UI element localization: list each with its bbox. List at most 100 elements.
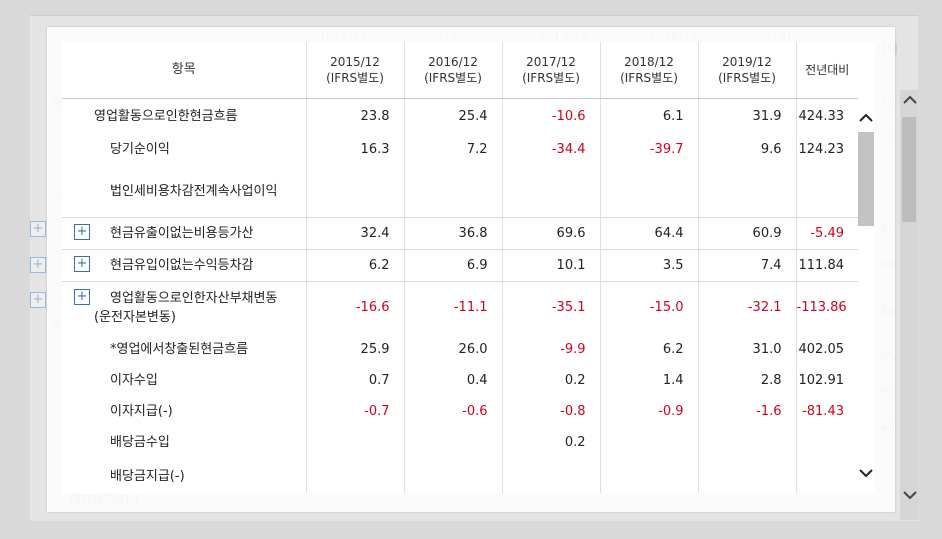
row-label-text: 당기순이익	[110, 142, 170, 157]
value-cell: 26.0	[403, 333, 502, 365]
value-cell: 7.2	[403, 133, 502, 166]
header-basis: (IFRS별도)	[522, 71, 580, 85]
value-cell: 6.1	[599, 98, 698, 134]
header-cell: 전년대비	[795, 42, 858, 99]
table-row: *영업에서창출된현금흐름 25.9 26.0 -9.9 6.2 31.0 402.05	[62, 333, 858, 365]
row-label-text: 영업활동으로인한자산부채변동(운전자본변동)	[94, 290, 278, 325]
table: 항목 2015/12 (IFRS별도) 2016/12 (IFRS별도) 2017/12 (…	[62, 42, 858, 493]
header-basis: (IFRS별도)	[326, 71, 384, 85]
table-row: 당기순이익 16.3 7.2 -34.4 -39.7 9.6 124.23	[62, 133, 858, 166]
row-label-text: 이자수입	[110, 372, 158, 388]
row-label: + 영업활동으로인한자산부채변동(운전자본변동)	[62, 282, 306, 334]
row-label: + 현금유출이없는비용등가산	[62, 217, 306, 250]
value-cell: 0.2	[501, 364, 600, 396]
value-cell: 424.33	[795, 98, 858, 134]
value-cell: 0.2	[501, 426, 600, 459]
value-cell	[795, 426, 858, 459]
row-label: 이자지급(-)	[62, 396, 306, 427]
background-expand: +	[30, 221, 46, 237]
value-cell	[305, 458, 404, 493]
value-cell	[599, 426, 698, 459]
value-cell: 16.3	[305, 133, 404, 166]
value-cell: 102.91	[795, 364, 858, 396]
value-cell: -16.6	[305, 281, 404, 334]
header-cell: 2016/12 (IFRS별도)	[403, 42, 502, 99]
value-cell: 23.8	[305, 98, 404, 134]
background-scroll-up	[903, 95, 917, 104]
value-cell	[501, 165, 600, 218]
row-label: + 현금유입이없는수익등차감	[62, 249, 306, 282]
row-label-text: 배당금수입	[110, 435, 170, 450]
value-cell: 402.05	[795, 333, 858, 365]
value-cell	[795, 165, 858, 218]
row-label-text: 법인세비용차감전계속사업이익	[110, 183, 278, 199]
row-label-text: 영업활동으로인한현금흐름	[94, 108, 238, 124]
expand-button[interactable]: +	[74, 224, 90, 240]
row-label: 배당금수입	[62, 427, 306, 459]
scroll-up[interactable]	[859, 113, 873, 123]
value-cell	[403, 458, 502, 493]
value-cell: 124.23	[795, 133, 858, 166]
row-label-text: 이자지급(-)	[110, 403, 173, 419]
background-scroll-thumb	[902, 117, 916, 222]
header-basis: (IFRS별도)	[424, 71, 482, 85]
value-cell: -1.6	[697, 395, 796, 427]
value-cell: 111.84	[795, 249, 858, 282]
value-cell	[697, 458, 796, 493]
value-cell: -5.49	[795, 217, 858, 250]
value-cell: 1.4	[599, 364, 698, 396]
value-cell: -11.1	[403, 281, 502, 334]
value-cell: -39.7	[599, 133, 698, 166]
scroll-thumb[interactable]	[858, 132, 874, 226]
value-cell: 69.6	[501, 217, 600, 250]
value-cell: 0.7	[305, 364, 404, 396]
header-cell: 2019/12 (IFRS별도)	[697, 42, 796, 99]
header-period: 2017/12	[526, 55, 576, 69]
value-cell: 60.9	[697, 217, 796, 250]
row-label: 이자수입	[62, 365, 306, 396]
value-cell: 36.8	[403, 217, 502, 250]
value-cell: 25.4	[403, 98, 502, 134]
value-cell	[795, 458, 858, 493]
value-cell: -0.8	[501, 395, 600, 427]
value-cell: -81.43	[795, 395, 858, 427]
row-label: 법인세비용차감전계속사업이익	[62, 165, 306, 218]
value-cell: -0.7	[305, 395, 404, 427]
value-cell: -32.1	[697, 281, 796, 334]
table-row: 이자지급(-) -0.7 -0.6 -0.8 -0.9 -1.6 -81.43	[62, 395, 858, 427]
table-row: + 현금유출이없는비용등가산 32.4 36.8 69.6 64.4 60.9 -5.49	[62, 217, 858, 250]
value-cell: 6.9	[403, 249, 502, 282]
value-cell: -0.6	[403, 395, 502, 427]
value-cell: 7.4	[697, 249, 796, 282]
header-cell: 2017/12 (IFRS별도)	[501, 42, 600, 99]
row-label: 배당금지급(-)	[62, 459, 306, 494]
value-cell: 64.4	[599, 217, 698, 250]
value-cell	[599, 458, 698, 493]
header-row: 항목 2015/12 (IFRS별도) 2016/12 (IFRS별도) 2017/12 (…	[62, 42, 858, 99]
value-cell: 6.2	[305, 249, 404, 282]
value-cell: -113.86	[795, 281, 858, 334]
row-label: 영업활동으로인한현금흐름	[62, 99, 306, 134]
header-period: 2015/12	[330, 55, 380, 69]
scroll-down[interactable]	[859, 468, 873, 478]
value-cell: 31.0	[697, 333, 796, 365]
table-row: + 영업활동으로인한자산부채변동(운전자본변동) -16.6 -11.1 -35.1 -1…	[62, 281, 858, 334]
value-cell: 9.6	[697, 133, 796, 166]
row-label: 당기순이익	[62, 134, 306, 166]
value-cell: 10.1	[501, 249, 600, 282]
expand-button[interactable]: +	[74, 288, 90, 305]
header-basis: (IFRS별도)	[620, 71, 678, 85]
value-cell: 2.8	[697, 364, 796, 396]
expand-button[interactable]: +	[74, 256, 90, 272]
row-label-text: 현금유출이없는비용등가산	[110, 226, 254, 241]
table-row: 배당금수입 0.2	[62, 426, 858, 459]
background-scroll-down	[903, 491, 917, 500]
header-cell: 항목	[62, 42, 306, 99]
value-cell: -15.0	[599, 281, 698, 334]
value-cell: 3.5	[599, 249, 698, 282]
value-cell: 25.9	[305, 333, 404, 365]
value-cell: 0.4	[403, 364, 502, 396]
header-period: 2019/12	[722, 55, 772, 69]
table-row: 법인세비용차감전계속사업이익	[62, 165, 858, 218]
